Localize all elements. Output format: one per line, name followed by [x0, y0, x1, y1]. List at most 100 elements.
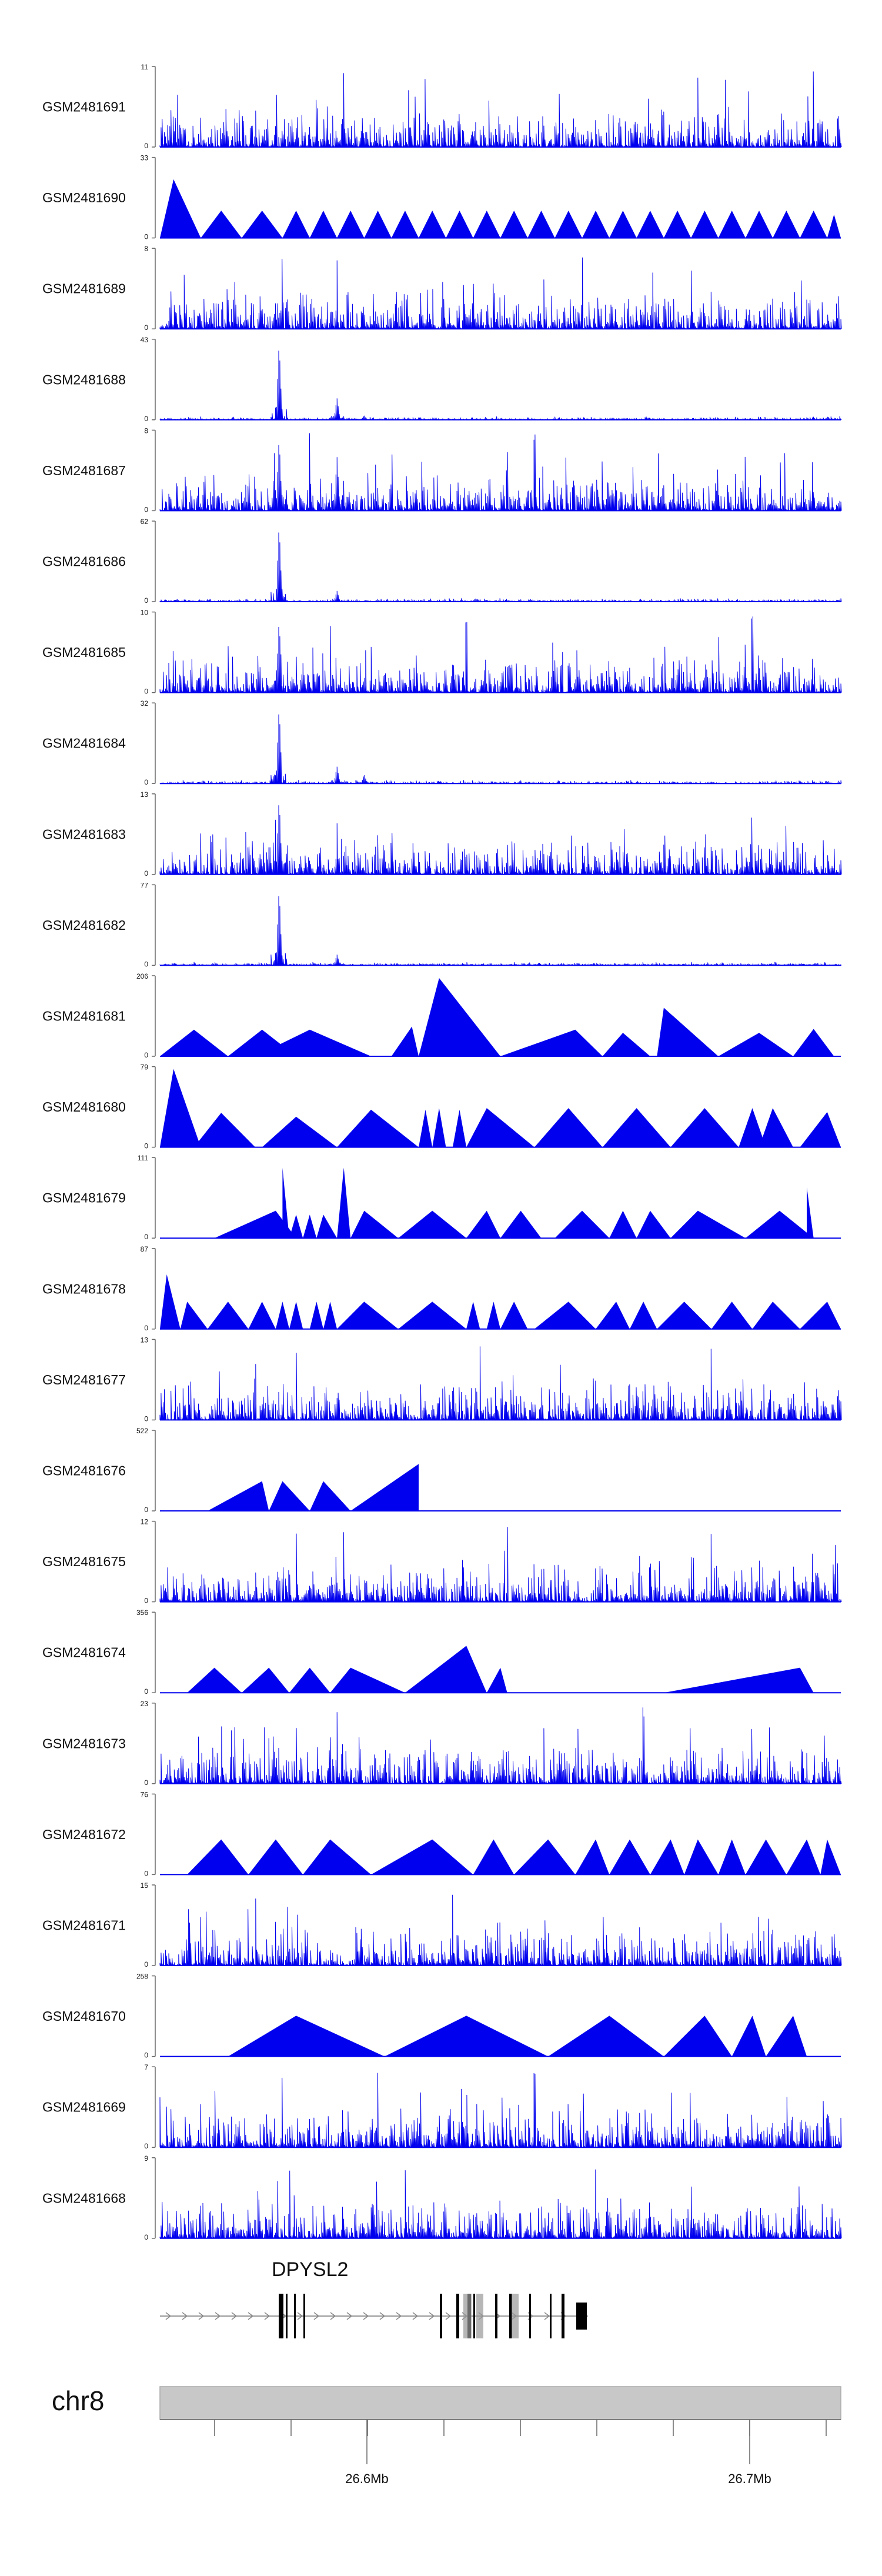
y-axis-max-label: 11 — [141, 63, 149, 71]
track-GSM2481678: GSM2481678 87 0 — [42, 1245, 841, 1332]
signal-triangle — [636, 1210, 671, 1239]
signal-triangle — [323, 1302, 338, 1329]
signal-triangle — [800, 211, 827, 238]
signal-triangle — [160, 1069, 201, 1147]
x-axis-tick-label: 26.6Mb — [345, 2471, 388, 2486]
y-axis-min-label: 0 — [144, 1960, 148, 1968]
y-axis-min-label: 0 — [144, 415, 148, 423]
y-axis-max-label: 76 — [141, 1790, 149, 1798]
y-axis-min-label: 0 — [144, 323, 148, 332]
signal-triangle — [187, 1839, 249, 1875]
signal-triangle — [255, 1029, 371, 1056]
gene-exon — [286, 2294, 288, 2338]
track-GSM2481679: GSM2481679 111 0 — [42, 1154, 841, 1241]
signal-triangle — [630, 1302, 657, 1329]
strand-arrow-icon — [165, 2312, 172, 2320]
signal-triangle — [282, 211, 310, 238]
y-axis-min-label: 0 — [144, 1233, 148, 1241]
y-axis-min-label: 0 — [144, 1142, 148, 1150]
y-axis-max-label: 7 — [144, 2063, 148, 2071]
signal-triangle — [793, 1029, 834, 1056]
signal-triangle — [193, 1113, 256, 1147]
y-axis-max-label: 23 — [141, 1700, 149, 1708]
y-axis-max-label: 33 — [141, 154, 149, 162]
track-GSM2481685: GSM2481685 10 0 — [42, 609, 842, 696]
strand-arrow-icon — [264, 2312, 270, 2320]
signal-triangle — [248, 1302, 276, 1329]
track-GSM2481686: GSM2481686 62 0 — [42, 518, 842, 605]
gene-exon — [495, 2294, 497, 2338]
signal-triangle — [500, 211, 528, 238]
signal-triangle — [180, 1302, 208, 1329]
signal-triangle — [514, 1839, 576, 1875]
strand-arrow-icon — [313, 2312, 320, 2320]
signal-triangle — [466, 1302, 480, 1329]
signal-triangle — [282, 1167, 289, 1239]
signal-triangle — [602, 1108, 671, 1147]
signal-triangle — [350, 1210, 399, 1239]
y-axis-max-label: 13 — [141, 790, 149, 799]
signal-triangle — [800, 1302, 841, 1329]
signal-triangle — [800, 1112, 841, 1147]
track-label: GSM2481680 — [42, 1099, 126, 1115]
track-label: GSM2481677 — [42, 1372, 126, 1387]
track-label: GSM2481672 — [42, 1827, 126, 1842]
signal-triangle — [337, 1302, 399, 1329]
track-label: GSM2481689 — [42, 281, 126, 296]
strand-arrow-icon — [412, 2312, 419, 2320]
signal-triangle — [371, 1839, 473, 1875]
y-axis-max-label: 522 — [136, 1427, 148, 1435]
chromosome-ideogram: chr8 26.6Mb 26.7Mb — [52, 2385, 841, 2486]
gene-exon — [509, 2294, 512, 2338]
signal-triangle — [364, 211, 392, 238]
signal-triangle — [670, 1108, 739, 1147]
signal-triangle — [309, 211, 338, 238]
y-axis-max-label: 32 — [141, 699, 149, 708]
track-label: GSM2481678 — [42, 1281, 126, 1296]
track-GSM2481687: GSM2481687 8 0 — [42, 426, 842, 513]
track-label: GSM2481673 — [42, 1736, 126, 1751]
signal-triangle — [745, 1839, 787, 1875]
signal-area — [159, 433, 842, 511]
signal-triangle — [350, 1464, 419, 1511]
track-label: GSM2481688 — [42, 372, 126, 387]
track-label: GSM2481682 — [42, 917, 126, 933]
signal-triangle — [670, 1210, 746, 1239]
signal-triangle — [500, 1302, 528, 1329]
signal-triangle — [473, 211, 500, 238]
signal-triangle — [419, 1109, 433, 1147]
y-axis-max-label: 8 — [144, 245, 148, 253]
track-label: GSM2481668 — [42, 2190, 126, 2205]
signal-triangle — [303, 1839, 371, 1875]
strand-arrow-icon — [445, 2312, 452, 2320]
signal-triangle — [596, 1302, 630, 1329]
y-axis-min-label: 0 — [144, 2142, 148, 2150]
signal-triangle — [609, 211, 637, 238]
y-axis-min-label: 0 — [144, 142, 148, 150]
track-GSM2481675: GSM2481675 12 0 — [42, 1518, 842, 1605]
track-GSM2481688: GSM2481688 43 0 — [42, 336, 842, 423]
signal-triangle — [337, 1167, 351, 1239]
signal-triangle — [446, 211, 473, 238]
signal-area — [159, 2169, 842, 2239]
signal-triangle — [807, 1187, 814, 1239]
signal-triangle — [745, 1210, 814, 1239]
signal-triangle — [786, 1839, 821, 1875]
y-axis-min-label: 0 — [144, 2051, 148, 2060]
chromosome-label: chr8 — [52, 2385, 104, 2416]
track-label: GSM2481676 — [42, 1463, 126, 1479]
track-label: GSM2481687 — [42, 463, 126, 478]
y-axis-max-label: 8 — [144, 426, 148, 435]
signal-triangle — [752, 1302, 800, 1329]
signal-triangle — [242, 211, 283, 238]
y-axis-min-label: 0 — [144, 1869, 148, 1877]
y-axis-max-label: 111 — [138, 1154, 149, 1162]
gene-exon — [473, 2294, 475, 2338]
signal-triangle — [663, 211, 691, 238]
y-axis-max-label: 356 — [136, 1609, 148, 1617]
signal-triangle — [316, 1214, 338, 1239]
signal-triangle — [500, 1210, 542, 1239]
signal-triangle — [466, 1210, 500, 1239]
gene-exon — [294, 2294, 296, 2338]
signal-triangle — [466, 1108, 534, 1147]
